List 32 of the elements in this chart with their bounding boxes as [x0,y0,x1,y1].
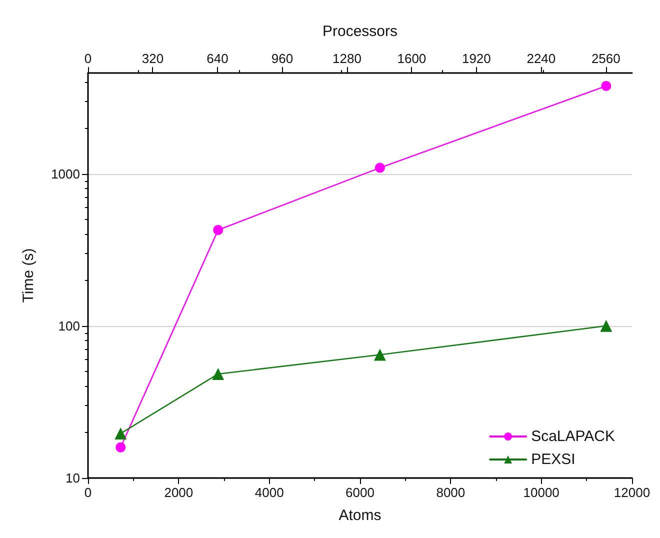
point [374,162,385,173]
y-axis-title: Time (s) [20,248,37,303]
y-tick-label: 1000 [51,166,80,182]
legend-label: PEXSI [531,451,576,468]
x-tick-label: 10000 [523,485,560,500]
x2-tick-label: 960 [271,51,294,66]
point [601,80,612,91]
x2-axis-title: Processors [322,23,398,40]
x2-tick-label: 640 [206,51,228,66]
x2-tick-label: 0 [84,51,92,66]
point [116,442,126,452]
y-tick-label: 100 [58,318,80,334]
x-tick-label: 12000 [614,485,650,500]
x2-tick-label: 2240 [526,51,556,66]
point [114,428,127,440]
x2-tick-label: 1920 [462,51,491,66]
y-tick-label: 10 [66,470,80,486]
x-tick-label: 8000 [436,485,466,500]
x-tick-label: 4000 [254,485,284,500]
point [212,368,224,380]
x2-tick-label: 320 [142,51,164,66]
legend-label: ScaLAPACK [531,428,616,445]
x-tick-label: 0 [84,485,92,500]
x2-tick-label: 1600 [397,51,426,66]
x-tick-label: 6000 [346,485,374,500]
x2-tick-label: 2560 [591,51,620,66]
x2-tick-label: 1280 [332,51,362,66]
point [213,225,224,236]
x-axis-title: Atoms [338,507,382,524]
point [374,348,386,361]
point [600,320,612,332]
x-tick-label: 2000 [164,485,194,500]
